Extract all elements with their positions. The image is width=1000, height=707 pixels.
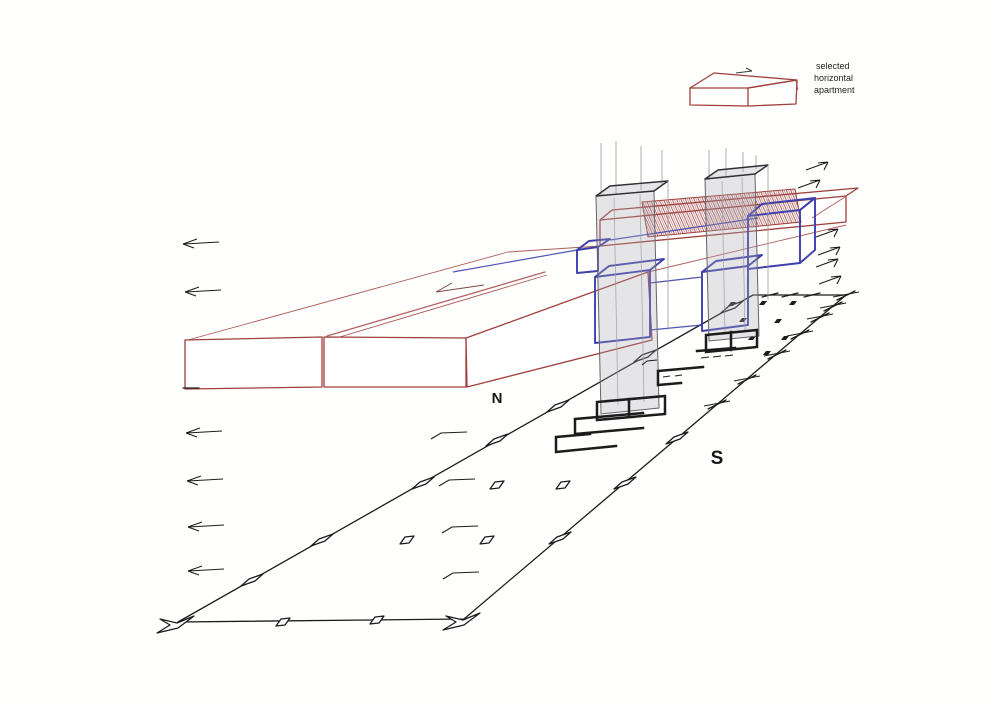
west-tick-arrows [182, 238, 225, 576]
blue-box-front-large [594, 258, 665, 344]
ground-plane [156, 290, 860, 634]
blue-selected-apartments [452, 197, 816, 344]
tower-east-body [704, 173, 760, 342]
legend: selected horizontal apartment [689, 61, 855, 107]
selected-apartment-roof-hatch [641, 188, 802, 238]
inner-survey-hook-marks [430, 431, 480, 580]
legend-line-3: apartment [814, 85, 855, 95]
roof-joint-line [326, 271, 546, 337]
tower-east [641, 148, 769, 387]
south-label: S [711, 448, 724, 469]
site-parcel-marks [399, 480, 571, 545]
west-slab-front-face-1 [184, 336, 323, 390]
south-row-top-edge [647, 224, 847, 273]
roof-back-edge-line [187, 251, 509, 341]
tower-west [554, 141, 669, 454]
tower-east-footprint [641, 328, 759, 387]
tower-west-body [595, 190, 660, 415]
blue-box-front-2 [701, 254, 763, 332]
west-slab-front-face-2 [323, 336, 467, 388]
mid-slab-side-face [465, 271, 653, 388]
red-apartment-volumes [182, 187, 859, 390]
ground-plane-bottom-edge-ticks [156, 612, 481, 634]
north-label: N [492, 390, 503, 407]
tower-west-construction-lines [600, 141, 663, 196]
tower-east-construction-lines [708, 148, 757, 180]
legend-line-1: selected [816, 61, 850, 71]
red-outline-box-icon [689, 67, 799, 107]
legend-line-2: horizontal [814, 73, 853, 83]
tower-west-footprint [554, 394, 667, 454]
blue-box-east [747, 197, 816, 270]
blue-recessed-bay [649, 276, 703, 331]
